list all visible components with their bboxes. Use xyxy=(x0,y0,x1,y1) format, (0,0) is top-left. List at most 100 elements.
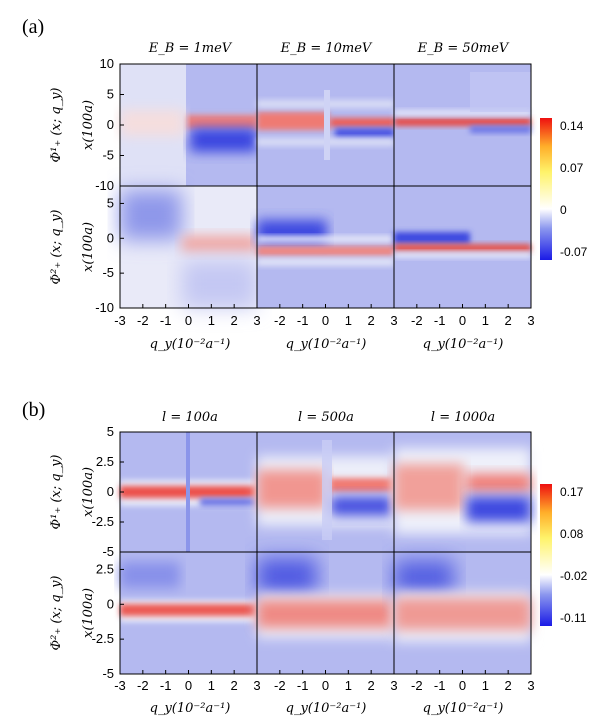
xtick-label: -2 xyxy=(274,313,286,328)
ylabel-a-bottom: x(100a) xyxy=(81,222,96,272)
xtick-label: -3 xyxy=(114,313,126,328)
ytick-label-top: -5 xyxy=(102,544,114,559)
ytick-label-top: -10 xyxy=(95,178,114,193)
ylabel-b-bottom: x(100a) xyxy=(81,588,96,638)
xlabel-a-1: q_y(10⁻²a⁻¹) xyxy=(150,337,231,352)
column-title-b-1: l = 100a xyxy=(162,410,218,425)
ytick-label-bottom: -10 xyxy=(95,300,114,315)
xtick-label: 2 xyxy=(368,678,375,693)
ytick-label-top: 5 xyxy=(107,424,114,439)
xtick-label: 0 xyxy=(185,313,192,328)
xtick-label: 3 xyxy=(527,313,534,328)
xlabel-a-2: q_y(10⁻²a⁻¹) xyxy=(286,337,367,352)
colorbar-tick-label: -0.11 xyxy=(560,611,587,625)
xtick-label: 0 xyxy=(322,313,329,328)
xlabel-b-3: q_y(10⁻²a⁻¹) xyxy=(423,701,504,716)
colorbar-a xyxy=(540,118,552,260)
heatmap-a-r1-c3 xyxy=(394,64,531,186)
ytick-label-bottom: 0 xyxy=(107,596,114,611)
column-title-a-3: E_B = 50meV xyxy=(417,41,510,56)
xtick-label: 3 xyxy=(253,678,260,693)
panel-label-b: (b) xyxy=(22,399,45,421)
xtick-label: 0 xyxy=(459,313,466,328)
ytick-label-top: -2.5 xyxy=(92,514,114,529)
colorbar-tick-label: 0.08 xyxy=(560,527,584,541)
xtick-label: -3 xyxy=(114,678,126,693)
xtick-label: 2 xyxy=(231,313,238,328)
ytick-label-bottom: -5 xyxy=(102,666,114,681)
xtick-label: 0 xyxy=(185,678,192,693)
xtick-label: 3 xyxy=(390,313,397,328)
xtick-label: -1 xyxy=(297,678,309,693)
rowlabel-a-1: Φ¹₊ (x; q_y) xyxy=(49,87,64,162)
ytick-label-top: 5 xyxy=(107,87,114,102)
heatmap-grid-b xyxy=(120,432,531,674)
ytick-label-top: -5 xyxy=(102,148,114,163)
colorbar-tick-label: 0.14 xyxy=(560,119,584,133)
xtick-label: 2 xyxy=(505,678,512,693)
xtick-label: -2 xyxy=(137,678,149,693)
colorbar-tick-label: -0.07 xyxy=(560,245,588,259)
ytick-label-top: 0 xyxy=(107,117,114,132)
xtick-label: 2 xyxy=(505,313,512,328)
xtick-label: 2 xyxy=(231,678,238,693)
heatmap-b-r2-c1 xyxy=(120,552,257,674)
xlabel-b-1: q_y(10⁻²a⁻¹) xyxy=(150,701,231,716)
colorbar-tick-label: 0.17 xyxy=(560,485,584,499)
rowlabel-b-2: Φ²₊ (x; q_y) xyxy=(49,575,64,650)
panel-label-a: (a) xyxy=(22,16,44,38)
heatmap-b-r1-c3 xyxy=(394,432,531,552)
colorbar-b xyxy=(540,484,552,626)
ytick-label-top: 10 xyxy=(100,56,114,71)
rowlabel-b-1: Φ¹₊ (x; q_y) xyxy=(49,454,64,529)
xtick-label: -1 xyxy=(160,678,172,693)
xtick-label: -1 xyxy=(160,313,172,328)
xtick-label: -2 xyxy=(411,678,423,693)
heatmap-a-r1-c1 xyxy=(120,64,257,186)
xtick-label: 1 xyxy=(208,313,215,328)
heatmap-a-r2-c1 xyxy=(120,186,257,308)
column-title-a-1: E_B = 1meV xyxy=(148,41,233,56)
xlabel-b-2: q_y(10⁻²a⁻¹) xyxy=(286,701,367,716)
xtick-label: -1 xyxy=(297,313,309,328)
xtick-label: 3 xyxy=(253,313,260,328)
colorbar-tick-label: -0.02 xyxy=(560,569,588,583)
xtick-label: -1 xyxy=(434,313,446,328)
xtick-label: 1 xyxy=(345,313,352,328)
ytick-label-bottom: 0 xyxy=(107,230,114,245)
ylabel-a-top: x(100a) xyxy=(81,100,96,150)
ytick-label-top: 0 xyxy=(107,484,114,499)
heatmap-b-r2-c2 xyxy=(257,552,394,674)
xtick-label: 2 xyxy=(368,313,375,328)
xtick-label: 0 xyxy=(322,678,329,693)
column-title-b-2: l = 500a xyxy=(298,410,354,425)
ytick-label-bottom: -5 xyxy=(102,265,114,280)
ytick-label-top: 2.5 xyxy=(96,454,114,469)
column-title-a-2: E_B = 10meV xyxy=(280,41,373,56)
xtick-label: 1 xyxy=(482,678,489,693)
xtick-label: 1 xyxy=(208,678,215,693)
ytick-label-bottom: 2.5 xyxy=(96,561,114,576)
xtick-label: 3 xyxy=(527,678,534,693)
heatmap-a-r2-c2 xyxy=(257,186,394,308)
heatmap-b-r2-c3 xyxy=(394,552,531,674)
xtick-label: 1 xyxy=(345,678,352,693)
ytick-label-bottom: 5 xyxy=(107,195,114,210)
xlabel-a-3: q_y(10⁻²a⁻¹) xyxy=(423,337,504,352)
xtick-label: -2 xyxy=(411,313,423,328)
colorbar-tick-label: 0.07 xyxy=(560,161,584,175)
ytick-label-bottom: -2.5 xyxy=(92,631,114,646)
ylabel-b-top: x(100a) xyxy=(81,467,96,517)
column-title-b-3: l = 1000a xyxy=(431,410,495,425)
heatmap-grid-a xyxy=(120,64,531,308)
rowlabel-a-2: Φ²₊ (x; q_y) xyxy=(49,209,64,284)
xtick-label: 0 xyxy=(459,678,466,693)
xtick-label: -2 xyxy=(274,678,286,693)
xtick-label: -1 xyxy=(434,678,446,693)
heatmap-a-r2-c3 xyxy=(394,186,531,308)
heatmap-b-r1-c2 xyxy=(257,432,394,552)
xtick-label: 3 xyxy=(390,678,397,693)
xtick-label: -2 xyxy=(137,313,149,328)
colorbar-tick-label: 0 xyxy=(560,203,567,217)
